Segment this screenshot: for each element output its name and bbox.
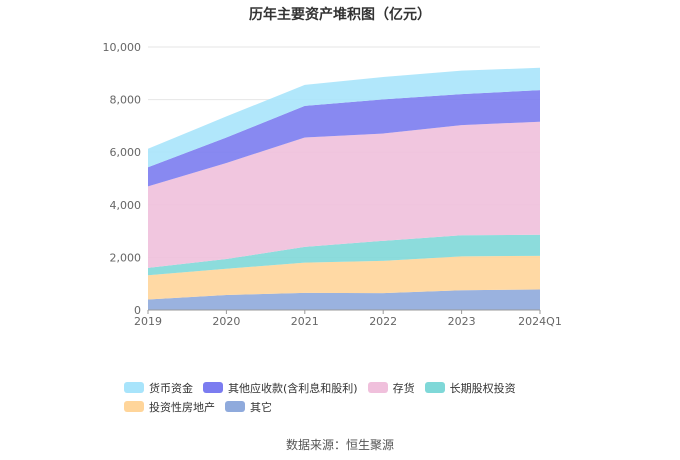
chart-title: 历年主要资产堆积图（亿元） — [249, 7, 431, 23]
legend-item[interactable]: 其他应收款(含利息和股利) — [203, 378, 358, 397]
legend-swatch — [225, 401, 245, 412]
legend-swatch — [124, 382, 144, 393]
legend-label: 投资性房地产 — [149, 400, 215, 414]
legend-swatch — [124, 401, 144, 412]
y-tick-label: 10,000 — [103, 41, 142, 54]
legend-label: 货币资金 — [149, 381, 193, 395]
area-series — [148, 67, 540, 310]
stacked-area-chart: 0 2,000 4,000 6,000 8,000 10,000 2019 2020 2021 2… — [103, 41, 562, 328]
y-tick-label: 6,000 — [110, 146, 142, 159]
x-tick-label: 2020 — [212, 315, 240, 328]
legend-item[interactable]: 货币资金 — [124, 378, 193, 397]
area-series-其他应收款(含利息和股利) — [148, 90, 540, 187]
y-tick-label: 4,000 — [110, 199, 142, 212]
y-tick-label: 8,000 — [110, 94, 142, 107]
area-series-其它 — [148, 289, 540, 310]
area-series-长期股权投资 — [148, 234, 540, 276]
x-tick-label: 2021 — [291, 315, 319, 328]
legend-label: 其它 — [250, 400, 272, 414]
legend-label: 存货 — [392, 381, 415, 395]
legend-swatch — [203, 382, 223, 393]
legend-item[interactable]: 存货 — [367, 378, 415, 397]
y-tick-label: 2,000 — [110, 251, 142, 264]
axes: 0 2,000 4,000 6,000 8,000 10,000 2019 2020 2021 2… — [103, 41, 562, 328]
area-series-投资性房地产 — [148, 255, 540, 300]
x-tick-label: 2022 — [369, 315, 397, 328]
x-tick-label: 2023 — [448, 315, 476, 328]
x-tick-label: 2024Q1 — [518, 315, 562, 328]
legend-swatch — [424, 382, 445, 393]
area-series-货币资金 — [148, 67, 540, 168]
legend: 货币资金 其他应收款(含利息和股利) 存货 长期股权投资投资性房地产 其它 — [124, 378, 594, 416]
legend-item[interactable]: 投资性房地产 — [124, 397, 215, 416]
legend-item[interactable]: 长期股权投资 — [424, 378, 516, 397]
legend-item[interactable]: 其它 — [225, 397, 272, 416]
area-series-存货 — [148, 121, 540, 268]
legend-label: 长期股权投资 — [449, 381, 516, 395]
y-tick-label: 0 — [134, 304, 141, 317]
x-tick-label: 2019 — [134, 315, 162, 328]
legend-label: 其他应收款(含利息和股利) — [228, 381, 358, 395]
data-source: 数据来源：恒生聚源 — [285, 438, 394, 452]
legend-swatch — [367, 382, 388, 393]
